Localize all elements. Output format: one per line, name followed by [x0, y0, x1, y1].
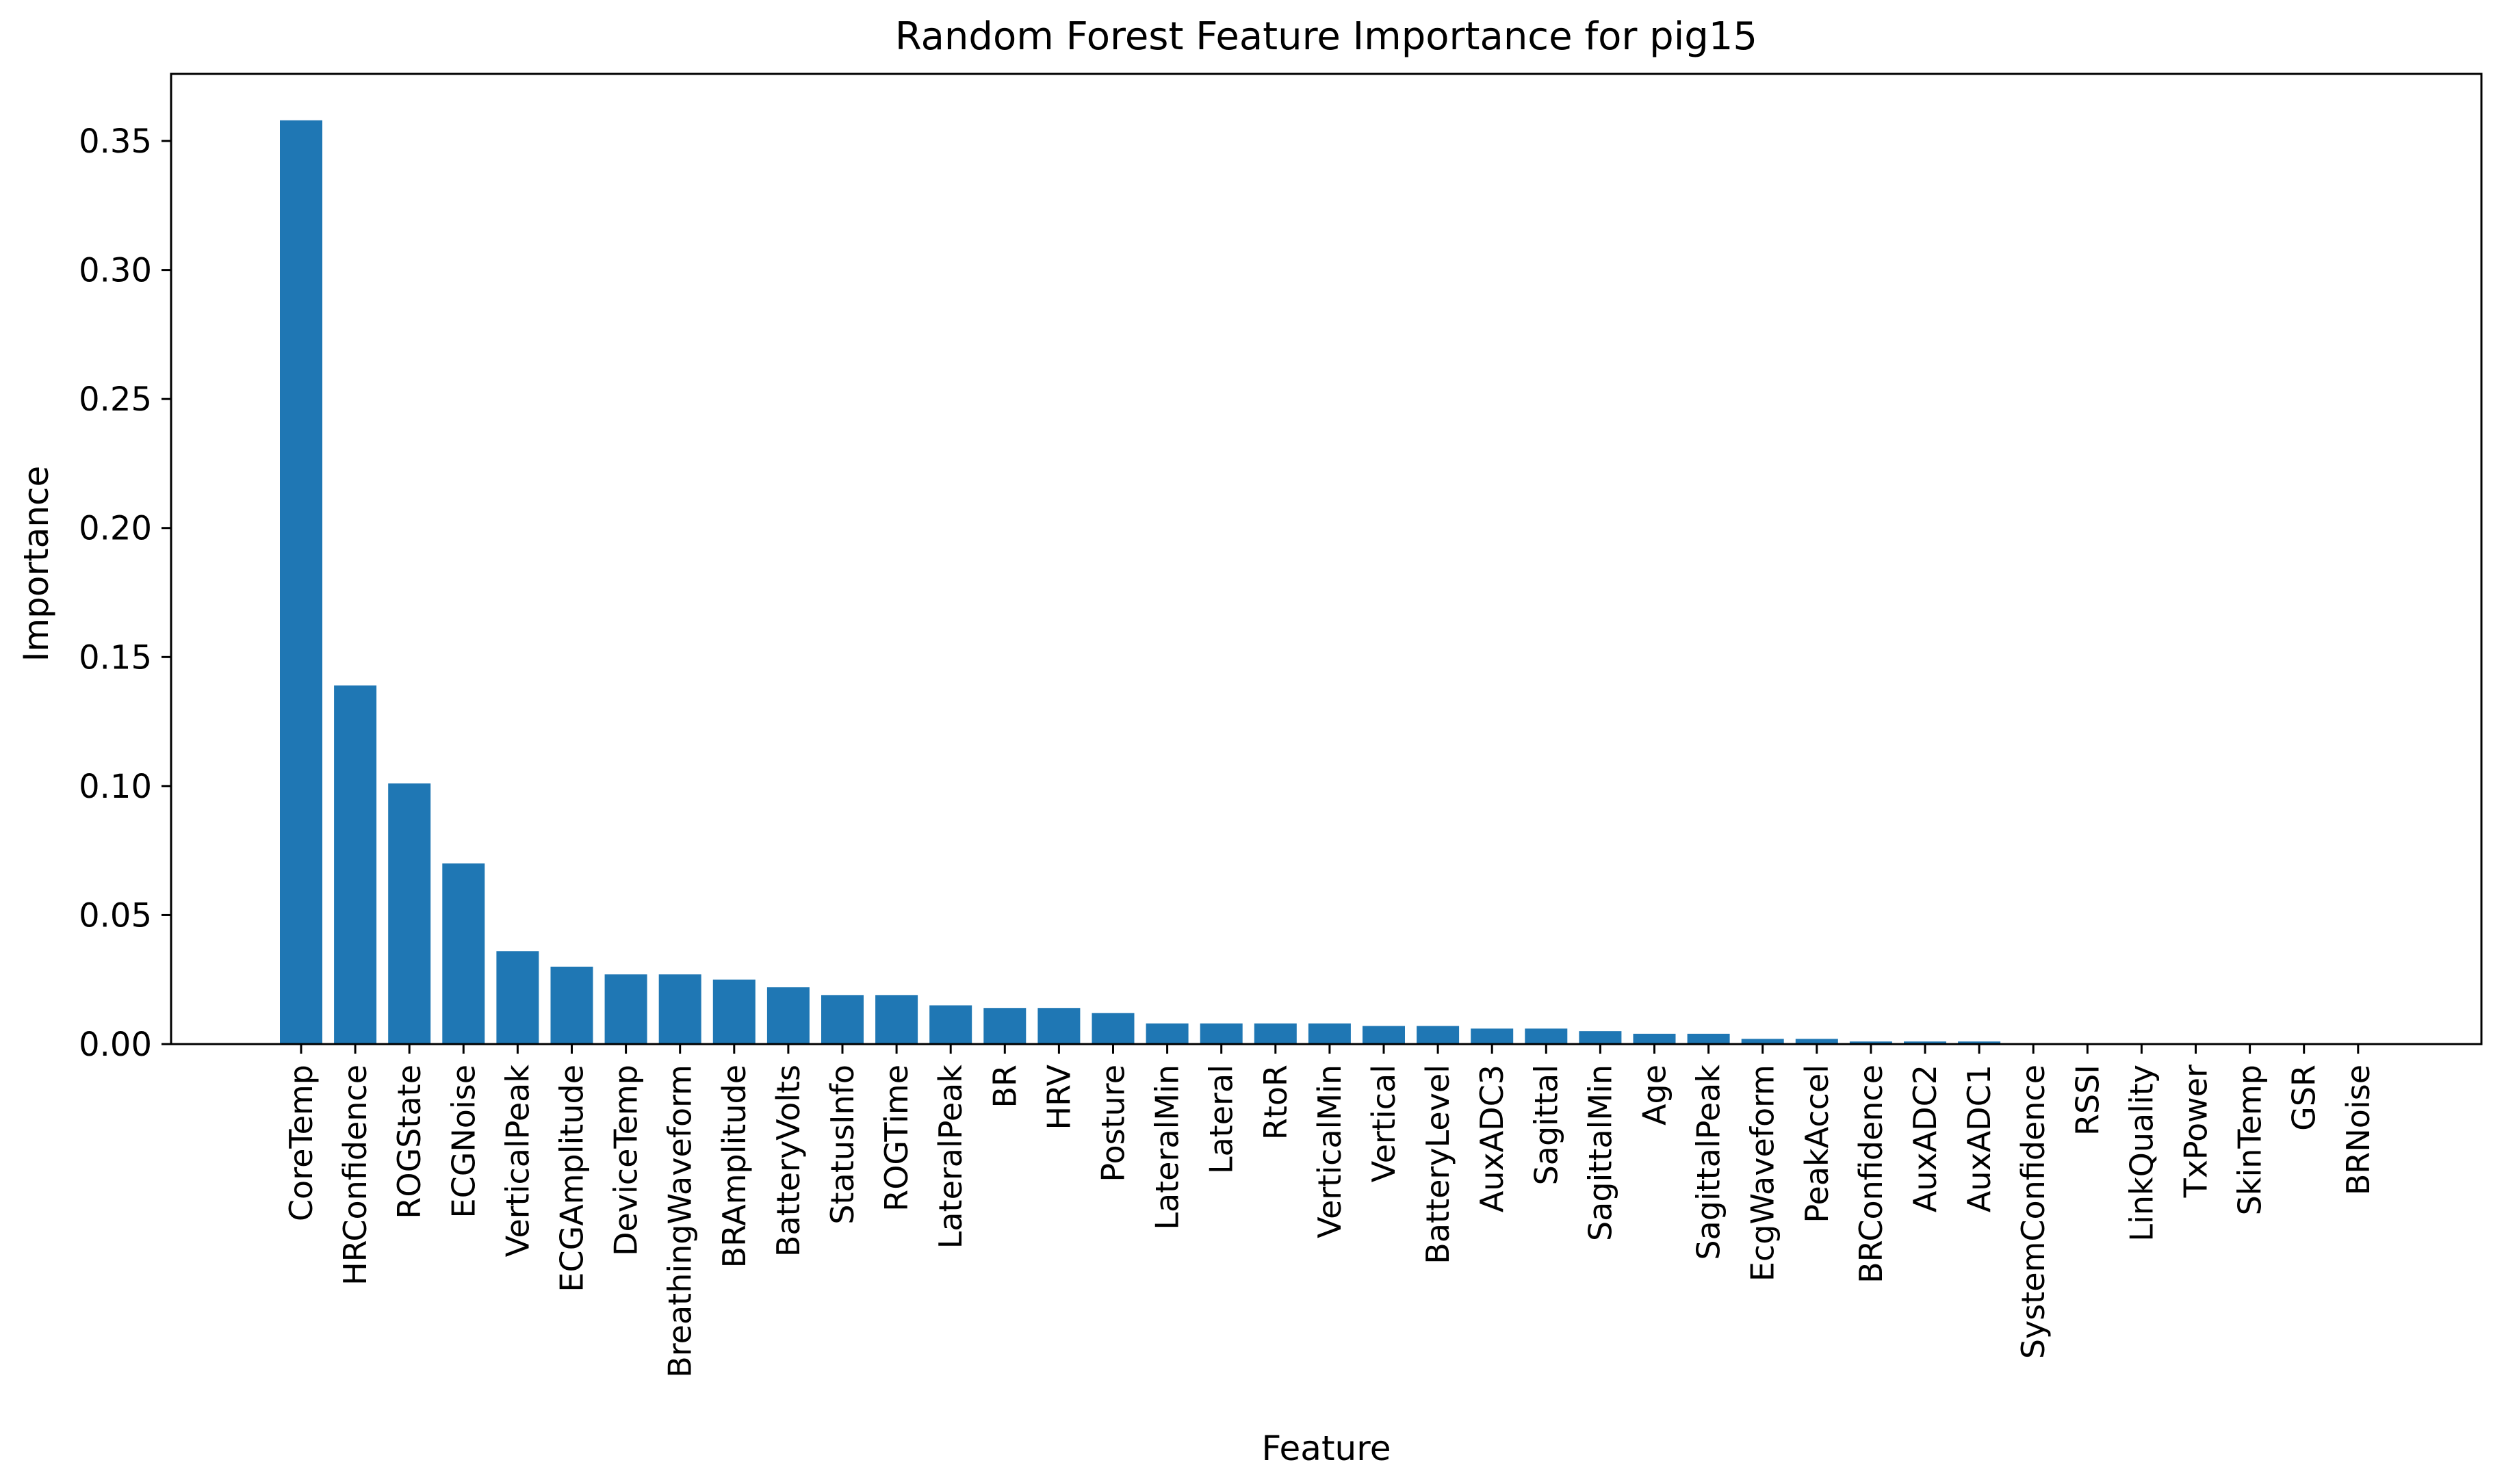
chart-title: Random Forest Feature Importance for pig…	[895, 14, 1757, 59]
x-tick-label: Lateral	[1203, 1065, 1240, 1174]
x-tick-label: RtoR	[1257, 1065, 1294, 1140]
bar-ecgnoise	[442, 863, 485, 1044]
x-tick-label: PeakAccel	[1798, 1065, 1835, 1223]
bar-verticalmin	[1308, 1023, 1351, 1044]
x-tick-label: HRV	[1040, 1064, 1077, 1130]
x-tick-label: Sagittal	[1527, 1065, 1564, 1185]
plot-area-frame	[170, 73, 2483, 1045]
bar-rtor	[1254, 1023, 1297, 1044]
y-tick-label: 0.25	[79, 380, 152, 419]
bar-posture	[1092, 1013, 1135, 1044]
x-axis-ticks: CoreTemp HRConfidence ROGState ECGNoise Vert…	[283, 1044, 2377, 1378]
y-tick-label: 0.35	[79, 122, 152, 161]
y-tick-label: 0.10	[79, 768, 152, 806]
bar-ecgamplitude	[550, 966, 593, 1044]
x-tick-label: Vertical	[1365, 1065, 1402, 1182]
x-tick-label: LateralMin	[1149, 1065, 1186, 1230]
x-tick-label: LateralPeak	[932, 1065, 969, 1249]
x-tick-label: SagittalPeak	[1690, 1065, 1727, 1260]
bar-hrconfidence	[334, 685, 377, 1044]
bar-ecgwaveform	[1741, 1039, 1784, 1044]
x-tick-label: LinkQuality	[2123, 1065, 2160, 1242]
x-tick-label: VerticalMin	[1311, 1065, 1348, 1238]
bar-vertical	[1363, 1026, 1405, 1044]
bar-peakaccel	[1795, 1039, 1838, 1044]
x-tick-label: BRNoise	[2340, 1065, 2377, 1195]
x-tick-label: BRAmplitude	[716, 1065, 753, 1268]
x-tick-label: EcgWaveform	[1744, 1065, 1781, 1281]
bar-rogtime	[875, 995, 918, 1044]
bar-brconfidence	[1849, 1041, 1892, 1044]
bar-auxadc3	[1471, 1028, 1514, 1044]
bar-br	[983, 1008, 1027, 1044]
y-tick-label: 0.05	[79, 896, 152, 935]
y-tick-label: 0.30	[79, 252, 152, 290]
x-tick-label: ROGState	[391, 1065, 428, 1219]
x-tick-label: AuxADC2	[1907, 1065, 1944, 1212]
y-axis-ticks: 0.00 0.05 0.10 0.15 0.20 0.25 0.30 0.35	[79, 122, 171, 1064]
x-tick-label: VerticalPeak	[499, 1065, 536, 1258]
x-tick-label: RSSI	[2069, 1065, 2106, 1136]
x-tick-label: GSR	[2286, 1065, 2323, 1131]
bar-coretemp	[280, 120, 322, 1045]
x-tick-label: CoreTemp	[283, 1065, 320, 1221]
bar-batterylevel	[1417, 1026, 1460, 1044]
bar-sagittalmin	[1579, 1031, 1622, 1044]
x-tick-label: HRConfidence	[337, 1065, 374, 1286]
y-tick-label: 0.20	[79, 510, 152, 548]
x-tick-label: Age	[1636, 1065, 1673, 1125]
x-axis-label: Feature	[1262, 1429, 1391, 1468]
x-tick-label: BatteryLevel	[1419, 1065, 1456, 1264]
x-tick-label: SystemConfidence	[2015, 1065, 2052, 1359]
x-tick-label: AuxADC1	[1961, 1065, 1998, 1212]
y-axis-label: Importance	[16, 466, 56, 662]
x-tick-label: BreathingWaveform	[662, 1065, 699, 1378]
bar-auxadc2	[1904, 1041, 1946, 1044]
bar-lateral	[1200, 1023, 1243, 1044]
x-tick-label: ECGNoise	[445, 1065, 482, 1218]
bar-lateralpeak	[929, 1005, 972, 1044]
bar-hrv	[1037, 1008, 1081, 1044]
bar-rogstate	[388, 783, 431, 1044]
bar-lateralmin	[1146, 1023, 1189, 1044]
x-tick-label: BRConfidence	[1853, 1065, 1889, 1284]
x-tick-label: SagittalMin	[1582, 1065, 1618, 1241]
bar-auxadc1	[1958, 1041, 2001, 1044]
bar-sagittalpeak	[1687, 1033, 1730, 1044]
bars	[280, 120, 2001, 1045]
x-tick-label: StatusInfo	[824, 1065, 861, 1225]
x-tick-label: BR	[986, 1065, 1023, 1108]
x-tick-label: DeviceTemp	[608, 1065, 645, 1256]
bar-verticalpeak	[496, 951, 539, 1044]
bar-sagittal	[1525, 1028, 1568, 1044]
x-tick-label: ECGAmplitude	[554, 1065, 591, 1292]
bar-breathingwaveform	[658, 974, 701, 1044]
bar-batteryvolts	[766, 987, 810, 1044]
x-tick-label: Posture	[1095, 1065, 1132, 1182]
x-tick-label: SkinTemp	[2232, 1065, 2269, 1215]
x-tick-label: AuxADC3	[1473, 1065, 1510, 1212]
x-tick-label: BatteryVolts	[770, 1065, 807, 1257]
bar-age	[1633, 1033, 1676, 1044]
x-tick-label: TxPower	[2178, 1065, 2215, 1198]
bar-bramplitude	[712, 979, 756, 1044]
x-tick-label: ROGTime	[878, 1065, 915, 1212]
y-tick-label: 0.00	[79, 1026, 152, 1064]
y-tick-label: 0.15	[79, 638, 152, 677]
bar-statusinfo	[821, 995, 864, 1044]
bar-devicetemp	[604, 974, 647, 1044]
